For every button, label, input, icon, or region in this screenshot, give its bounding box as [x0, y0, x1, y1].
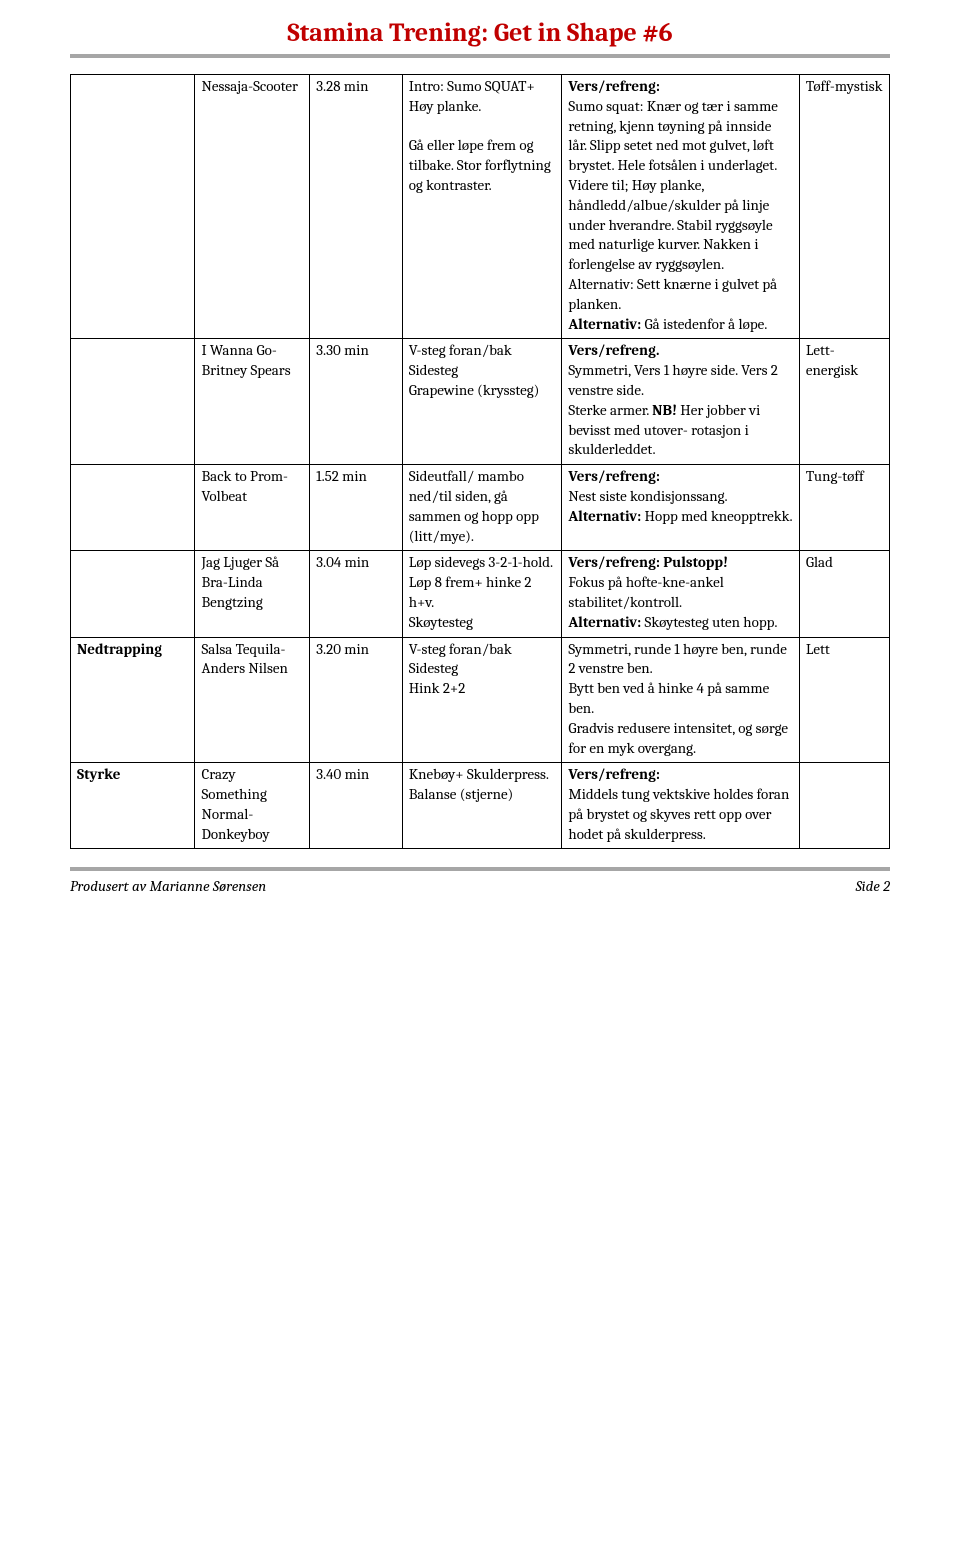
- song-cell: I Wanna Go-Britney Spears: [195, 339, 310, 465]
- section-cell: [71, 465, 195, 551]
- duration-cell: 3.40 min: [310, 763, 403, 849]
- table-row: StyrkeCrazy Something Normal-Donkeyboy3.…: [71, 763, 890, 849]
- notes-cell: Vers/refreng:Middels tung vektskive hold…: [562, 763, 800, 849]
- song-cell: Crazy Something Normal-Donkeyboy: [195, 763, 310, 849]
- workout-tbody: Nessaja-Scooter3.28 minIntro: Sumo SQUAT…: [71, 75, 890, 849]
- table-row: Back to Prom-Volbeat1.52 minSideutfall/ …: [71, 465, 890, 551]
- song-cell: Jag Ljuger Så Bra-Linda Bengtzing: [195, 551, 310, 637]
- song-cell: Nessaja-Scooter: [195, 75, 310, 339]
- duration-cell: 3.04 min: [310, 551, 403, 637]
- moves-cell: V-steg foran/bakSidestegHink 2+2: [402, 637, 562, 763]
- footer-row: Produsert av Marianne Sørensen Side 2: [70, 877, 890, 895]
- notes-cell: Vers/refreng:Sumo squat: Knær og tær i s…: [562, 75, 800, 339]
- mood-cell: Lett: [799, 637, 889, 763]
- song-cell: Salsa Tequila-Anders Nilsen: [195, 637, 310, 763]
- moves-cell: V-steg foran/bakSidestegGrapewine (kryss…: [402, 339, 562, 465]
- page: Stamina Trening: Get in Shape #6 Nessaja…: [0, 0, 960, 919]
- section-cell: Styrke: [71, 763, 195, 849]
- duration-cell: 3.30 min: [310, 339, 403, 465]
- workout-table: Nessaja-Scooter3.28 minIntro: Sumo SQUAT…: [70, 74, 890, 849]
- table-row: Nessaja-Scooter3.28 minIntro: Sumo SQUAT…: [71, 75, 890, 339]
- footer-rule: [70, 867, 890, 871]
- mood-cell: Glad: [799, 551, 889, 637]
- duration-cell: 3.28 min: [310, 75, 403, 339]
- notes-cell: Vers/refreng:Nest siste kondisjonssang.A…: [562, 465, 800, 551]
- page-title: Stamina Trening: Get in Shape #6: [70, 18, 890, 48]
- duration-cell: 1.52 min: [310, 465, 403, 551]
- section-cell: [71, 551, 195, 637]
- notes-cell: Vers/refreng.Symmetri, Vers 1 høyre side…: [562, 339, 800, 465]
- moves-cell: Sideutfall/ mambo ned/til siden, gå samm…: [402, 465, 562, 551]
- mood-cell: [799, 763, 889, 849]
- section-cell: [71, 339, 195, 465]
- footer: Produsert av Marianne Sørensen Side 2: [70, 867, 890, 895]
- footer-author: Produsert av Marianne Sørensen: [70, 877, 266, 895]
- notes-cell: Symmetri, runde 1 høyre ben, runde 2 ven…: [562, 637, 800, 763]
- table-row: I Wanna Go-Britney Spears3.30 minV-steg …: [71, 339, 890, 465]
- section-cell: Nedtrapping: [71, 637, 195, 763]
- moves-cell: Løp sidevegs 3-2-1-hold.Løp 8 frem+ hink…: [402, 551, 562, 637]
- mood-cell: Tung-tøff: [799, 465, 889, 551]
- song-cell: Back to Prom-Volbeat: [195, 465, 310, 551]
- duration-cell: 3.20 min: [310, 637, 403, 763]
- footer-page-number: Side 2: [856, 877, 890, 895]
- moves-cell: Knebøy+ Skulderpress.Balanse (stjerne): [402, 763, 562, 849]
- mood-cell: Tøff-mystisk: [799, 75, 889, 339]
- table-row: Jag Ljuger Så Bra-Linda Bengtzing3.04 mi…: [71, 551, 890, 637]
- header-rule: [70, 54, 890, 58]
- moves-cell: Intro: Sumo SQUAT+Høy planke.Gå eller lø…: [402, 75, 562, 339]
- mood-cell: Lett-energisk: [799, 339, 889, 465]
- table-row: NedtrappingSalsa Tequila-Anders Nilsen3.…: [71, 637, 890, 763]
- section-cell: [71, 75, 195, 339]
- notes-cell: Vers/refreng: Pulstopp!Fokus på hofte-kn…: [562, 551, 800, 637]
